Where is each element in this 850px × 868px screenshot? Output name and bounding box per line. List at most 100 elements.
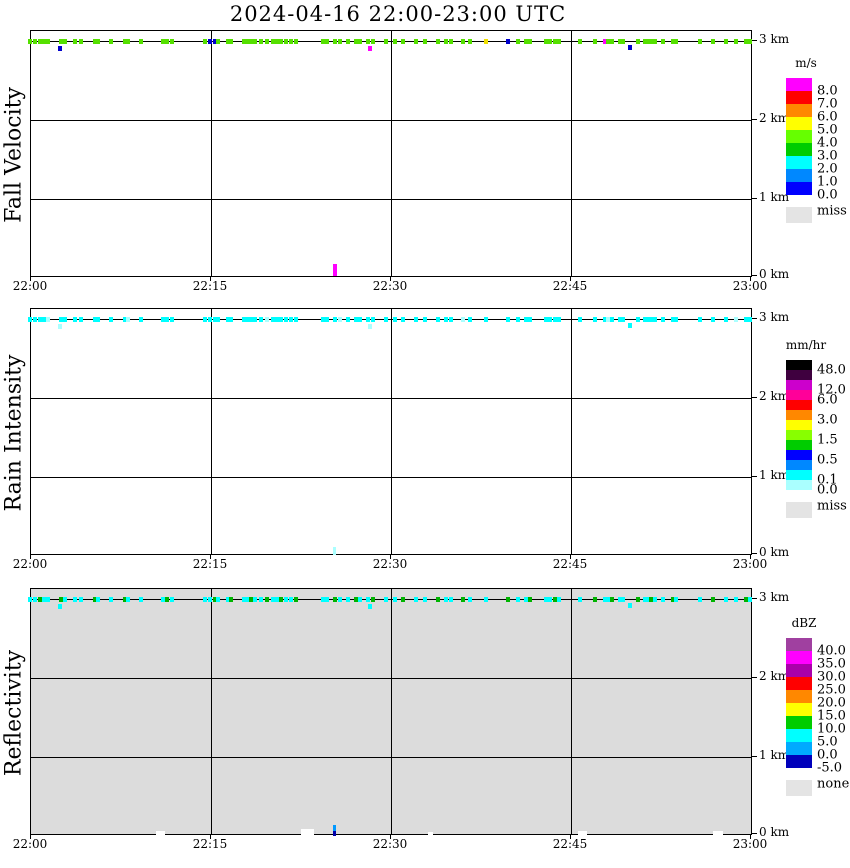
data-mark <box>208 597 212 602</box>
time-tick <box>210 277 211 281</box>
data-mark <box>393 39 397 44</box>
data-mark <box>208 39 212 44</box>
data-mark <box>516 317 520 322</box>
data-mark <box>139 597 143 602</box>
data-mark <box>671 39 675 44</box>
data-mark <box>79 597 83 602</box>
data-mark <box>246 317 250 322</box>
data-mark <box>73 597 77 602</box>
data-mark <box>139 317 143 322</box>
colorbar-tick-label: 2.0 <box>817 161 838 177</box>
gridline-horizontal <box>31 599 751 600</box>
data-mark <box>444 597 448 602</box>
colorbar-block <box>786 729 812 742</box>
data-mark <box>93 39 97 44</box>
data-mark <box>610 317 614 322</box>
data-mark <box>226 39 230 44</box>
data-mark <box>165 39 169 44</box>
data-mark <box>544 317 548 322</box>
time-axis-label: 22:30 <box>372 279 408 293</box>
data-mark <box>544 597 548 602</box>
data-mark <box>354 597 358 602</box>
data-mark <box>265 317 269 322</box>
data-mark <box>284 317 288 322</box>
colorbar-tick-label: 15.0 <box>817 708 846 724</box>
data-mark <box>423 39 427 44</box>
surface-data-mark <box>428 832 433 835</box>
data-mark <box>333 39 337 44</box>
data-mark <box>516 39 520 44</box>
data-mark <box>636 317 640 322</box>
colorbar-block <box>786 370 812 380</box>
data-mark <box>698 317 702 322</box>
data-mark <box>354 317 358 322</box>
data-mark <box>748 597 752 602</box>
colorbar-block <box>786 410 812 420</box>
gridline-horizontal <box>31 398 751 399</box>
time-axis-label: 23:00 <box>732 279 768 293</box>
data-mark <box>524 597 528 602</box>
data-mark <box>366 39 370 44</box>
data-mark <box>649 597 653 602</box>
surface-data-mark <box>713 831 723 835</box>
km-tick <box>752 275 757 276</box>
colorbar-missing-label: miss <box>817 498 847 514</box>
data-mark <box>246 39 250 44</box>
gridline-vertical <box>391 309 392 554</box>
colorbar-title: m/s <box>795 56 817 70</box>
colorbar-block <box>786 117 812 130</box>
colorbar-tick-label: 7.0 <box>817 96 838 112</box>
colorbar-missing-label: miss <box>817 203 847 219</box>
data-mark <box>366 597 370 602</box>
colorbar-tick-label: 1.0 <box>817 174 838 190</box>
km-tick <box>752 318 757 319</box>
colorbar-block <box>786 156 812 169</box>
data-mark <box>338 597 342 602</box>
data-mark <box>271 39 275 44</box>
km-axis-label: 0 km <box>759 545 790 559</box>
data-mark <box>321 597 325 602</box>
data-mark <box>593 597 597 602</box>
data-mark <box>253 597 257 602</box>
data-mark <box>242 597 246 602</box>
data-mark <box>548 317 552 322</box>
data-mark <box>161 597 165 602</box>
time-tick <box>30 277 31 281</box>
data-mark <box>216 317 220 322</box>
time-tick <box>750 835 751 839</box>
km-tick <box>752 40 757 41</box>
colorbar-tick-label: 40.0 <box>817 643 846 659</box>
time-tick <box>570 555 571 559</box>
data-mark <box>58 324 62 329</box>
km-tick <box>752 553 757 554</box>
data-mark <box>698 39 702 44</box>
data-mark <box>59 597 63 602</box>
colorbar-block <box>786 380 812 390</box>
km-tick <box>752 677 757 678</box>
colorbar-tick-label: 30.0 <box>817 669 846 685</box>
data-mark <box>636 39 640 44</box>
data-mark <box>401 317 405 322</box>
data-mark <box>606 39 610 44</box>
data-mark <box>33 317 37 322</box>
data-mark <box>358 317 362 322</box>
time-axis-label: 22:45 <box>552 837 588 851</box>
panel-rain-intensity <box>28 308 752 555</box>
data-mark <box>96 597 100 602</box>
data-mark <box>578 317 582 322</box>
km-axis-label: 0 km <box>759 267 790 281</box>
data-mark <box>711 597 715 602</box>
data-mark <box>170 597 174 602</box>
km-axis-label: 1 km <box>759 468 790 482</box>
gridline-horizontal <box>31 41 751 42</box>
data-mark <box>384 39 388 44</box>
data-mark <box>484 39 488 44</box>
data-mark <box>393 317 397 322</box>
data-mark <box>213 317 217 322</box>
data-mark <box>748 39 752 44</box>
data-mark <box>724 317 728 322</box>
data-mark <box>401 39 405 44</box>
colorbar-block <box>786 742 812 755</box>
data-mark <box>674 39 678 44</box>
time-tick <box>390 835 391 839</box>
